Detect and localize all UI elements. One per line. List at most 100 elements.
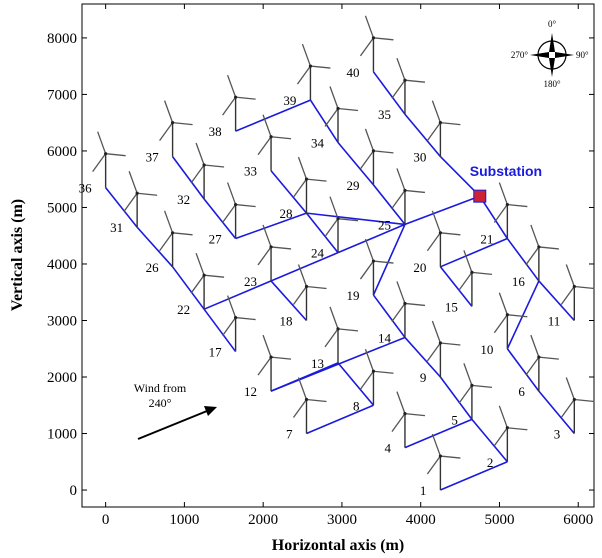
- plot-frame: [81, 3, 595, 508]
- turbine-hub: [304, 177, 309, 181]
- turbine-blade: [301, 43, 312, 67]
- turbine-label: 5: [451, 412, 458, 427]
- y-tick-label: 0: [70, 483, 78, 499]
- turbine-blade: [404, 302, 426, 307]
- turbine-blade: [525, 246, 540, 266]
- turbine-hub: [269, 245, 273, 249]
- turbine-blade: [364, 128, 375, 152]
- turbine-blade: [235, 316, 256, 321]
- turbine-blade: [222, 204, 237, 223]
- turbine-hub: [104, 152, 108, 156]
- turbine-label: 2: [487, 455, 494, 470]
- turbine-marker: 11: [548, 264, 595, 328]
- turbine-label: 27: [209, 232, 223, 247]
- compass-rose: 0° 90° 180° 270°: [511, 19, 589, 89]
- cable-segment: [306, 404, 374, 435]
- turbine-hub: [403, 78, 407, 82]
- cable-segment: [479, 195, 509, 239]
- cable-segment: [306, 212, 406, 226]
- turbine-blade: [195, 142, 205, 166]
- turbine-marker: 31: [110, 171, 158, 235]
- cable-segment: [203, 308, 237, 353]
- turbine-hub: [537, 245, 541, 249]
- turbine-label: 36: [79, 181, 93, 196]
- turbine-marker: 19: [346, 238, 394, 303]
- turbine-blade: [270, 356, 292, 360]
- turbine-blade: [97, 131, 107, 154]
- turbine-marker: 2: [487, 405, 528, 470]
- turbine-marker: 18: [279, 264, 327, 328]
- turbine-blade: [105, 153, 126, 157]
- turbine-blade: [329, 86, 339, 109]
- turbine-blade: [498, 292, 508, 315]
- turbine-hub: [403, 412, 407, 416]
- turbine-marker: 8: [353, 349, 394, 413]
- turbine-blade: [359, 260, 374, 280]
- turbine-label: 6: [518, 384, 525, 399]
- turbine-blade: [123, 192, 138, 212]
- turbine-label: 1: [420, 483, 427, 498]
- turbine-blade: [525, 356, 540, 376]
- cable-segment: [506, 348, 540, 392]
- turbine-blade: [565, 264, 575, 287]
- turbine-label: 30: [413, 150, 426, 165]
- turbine-label: 18: [279, 313, 292, 328]
- cable-segment: [404, 113, 442, 158]
- turbine-blade: [172, 121, 193, 126]
- turbine-blade: [306, 178, 327, 182]
- turbine-hub: [371, 259, 376, 263]
- compass-east-label: 90°: [576, 50, 589, 60]
- turbine-label: 8: [353, 398, 360, 413]
- wind-annotation: Wind from 240°: [134, 381, 217, 440]
- turbine-label: 35: [378, 107, 391, 122]
- turbine-label: 7: [286, 427, 293, 442]
- turbine-blade: [396, 168, 406, 191]
- compass-north-point: [549, 33, 555, 52]
- cable-segment: [136, 226, 174, 268]
- turbine-marker: 39: [283, 43, 331, 108]
- y-tick-label: 7000: [47, 87, 77, 103]
- turbine-blade: [493, 314, 508, 334]
- turbine-hub: [269, 355, 273, 359]
- turbine-blade: [222, 96, 237, 116]
- turbine-blade: [507, 427, 528, 431]
- turbine-blade: [426, 342, 441, 362]
- cable-segment: [372, 184, 406, 225]
- turbine-blade: [296, 65, 311, 85]
- turbine-hub: [438, 341, 442, 345]
- turbine-label: 37: [146, 150, 160, 165]
- turbine-blade: [270, 246, 292, 250]
- turbine-blade: [463, 363, 473, 386]
- compass-west-point: [530, 52, 549, 58]
- turbine-marker: 15: [445, 250, 492, 314]
- x-tick-label: 5000: [484, 512, 514, 528]
- cable-segment: [171, 266, 205, 310]
- turbine-blade: [324, 328, 339, 348]
- turbine-blade: [235, 96, 256, 100]
- x-tick-label: 0: [102, 512, 110, 528]
- turbine-blade: [498, 182, 508, 205]
- turbine-hub: [135, 191, 139, 195]
- turbine-blade: [396, 391, 406, 414]
- cable-segment: [440, 237, 508, 268]
- turbine-blade: [159, 122, 174, 141]
- turbine-marker: 4: [384, 391, 426, 456]
- turbine-hub: [336, 106, 340, 111]
- turbine-blade: [440, 342, 461, 346]
- turbine-hub: [572, 284, 576, 289]
- turbine-blade: [426, 455, 441, 475]
- turbine-hub: [403, 301, 407, 306]
- turbine-blade: [565, 377, 575, 400]
- y-tick-label: 3000: [47, 313, 77, 329]
- turbine-blade: [530, 224, 540, 248]
- y-tick-label: 4000: [47, 257, 77, 273]
- turbine-blade: [440, 232, 461, 236]
- cable-segment: [270, 336, 406, 392]
- turbine-blade: [128, 171, 138, 194]
- turbine-marker: 17: [209, 295, 256, 360]
- turbine-label: 16: [512, 274, 526, 289]
- turbine-blade: [373, 370, 394, 374]
- turbine-blade: [297, 264, 308, 287]
- turbine-blade: [538, 246, 559, 250]
- turbine-marker: 24: [311, 196, 359, 261]
